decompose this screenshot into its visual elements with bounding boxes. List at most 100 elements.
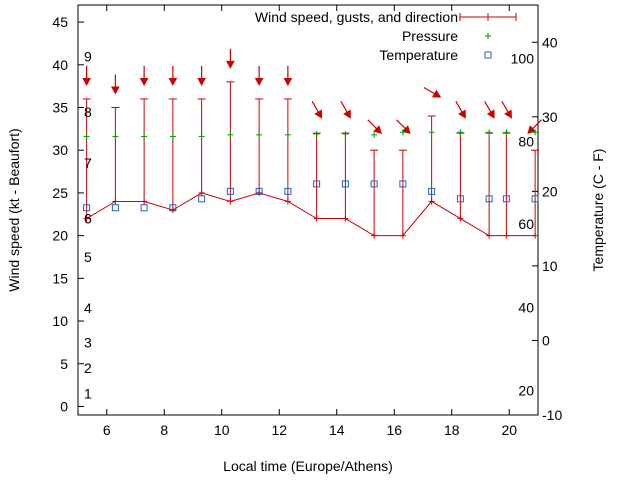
- chart-labels: 6 8 10 12 14 16 18 20051015202530354045-1001020…: [6, 14, 606, 474]
- temperature-point: [428, 187, 436, 195]
- temperature-point: [226, 187, 234, 195]
- wind-direction-arrow: [484, 101, 495, 119]
- wind-direction-arrow: [82, 65, 91, 87]
- y-left-axis-label: Wind speed (kt - Beaufort): [6, 128, 22, 291]
- temperature-point: [83, 204, 91, 212]
- wind-direction-arrow: [111, 74, 120, 95]
- temperature-point: [531, 195, 539, 203]
- arrow-head: [343, 109, 351, 119]
- y-left-tick-label: 5: [60, 356, 68, 372]
- wind-direction-arrow: [139, 65, 149, 87]
- arrow-head: [168, 77, 178, 87]
- y-left-tick-label: 20: [52, 228, 68, 244]
- wind-direction-arrow: [254, 65, 264, 87]
- legend-temperature-swatch: [484, 51, 492, 59]
- beaufort-label: 7: [84, 155, 92, 171]
- arrow-head: [283, 77, 293, 87]
- y-right-tick-label: 20: [542, 183, 558, 199]
- temperature-point: [399, 180, 407, 188]
- arrow-head: [527, 125, 537, 135]
- fahrenheit-label: 40: [518, 300, 534, 316]
- wind-direction-arrow: [226, 48, 235, 69]
- arrow-head: [504, 109, 512, 119]
- y-left-tick-label: 15: [52, 270, 68, 286]
- x-tick-label: 14: [329, 422, 345, 438]
- legend-pressure-label: Pressure: [402, 28, 458, 44]
- y-left-tick-label: 0: [60, 398, 68, 414]
- temperature-point: [370, 180, 378, 188]
- wind-speed-line: [86, 192, 536, 237]
- arrow-head: [373, 125, 382, 135]
- wind-direction-arrow: [423, 87, 442, 98]
- temperature-point: [456, 195, 464, 203]
- temperature-point: [169, 204, 177, 212]
- temperature-point: [198, 195, 206, 203]
- wind-direction-arrow: [311, 101, 323, 119]
- arrow-head: [401, 125, 411, 135]
- arrow-head: [458, 109, 466, 119]
- arrow-head: [432, 89, 442, 98]
- temperature-point: [255, 187, 263, 195]
- legend-wind-label: Wind speed, gusts, and direction: [255, 9, 458, 25]
- arrow-head: [82, 77, 91, 87]
- wind-direction-arrow: [527, 119, 542, 135]
- wind-direction-arrow: [367, 119, 382, 135]
- temperature-point: [502, 195, 510, 203]
- y-left-tick-label: 10: [52, 313, 68, 329]
- x-tick-label: 6: [103, 422, 111, 438]
- wind-direction-arrow: [197, 65, 206, 87]
- fahrenheit-label: 80: [518, 133, 534, 149]
- fahrenheit-label: 60: [518, 216, 534, 232]
- beaufort-label: 4: [84, 300, 92, 316]
- beaufort-label: 9: [84, 48, 92, 64]
- temperature-point: [341, 180, 349, 188]
- arrow-head: [111, 86, 120, 95]
- temperature-point: [284, 187, 292, 195]
- x-axis-label: Local time (Europe/Athens): [223, 458, 393, 474]
- temperature-point: [313, 180, 321, 188]
- chart-legend: Wind speed, gusts, and direction Pressure…: [255, 9, 517, 63]
- x-tick-label: 12: [271, 422, 287, 438]
- y-right-tick-label: 30: [542, 109, 558, 125]
- arrow-head: [139, 77, 149, 87]
- wind-direction-arrow: [396, 119, 411, 135]
- arrow-head: [226, 60, 235, 69]
- temperature-point: [485, 195, 493, 203]
- x-tick-label: 8: [160, 422, 168, 438]
- wind-direction-arrow: [283, 65, 293, 87]
- y-left-tick-label: 25: [52, 185, 68, 201]
- y-left-tick-label: 30: [52, 142, 68, 158]
- wind-direction-arrow: [455, 101, 466, 119]
- y-left-tick-label: 35: [52, 100, 68, 116]
- beaufort-label: 3: [84, 334, 92, 350]
- y-right-tick-label: 40: [542, 34, 558, 50]
- beaufort-label: 8: [84, 104, 92, 120]
- beaufort-label: 5: [84, 249, 92, 265]
- chart-marks: [82, 48, 542, 239]
- wind-direction-arrow: [501, 101, 512, 119]
- fahrenheit-label: 100: [511, 51, 535, 67]
- arrow-head: [314, 109, 323, 119]
- temperature-point: [111, 204, 119, 212]
- x-tick-label: 16: [386, 422, 402, 438]
- beaufort-label: 6: [84, 211, 92, 227]
- x-tick-label: 18: [444, 422, 460, 438]
- plot-border: [77, 4, 539, 416]
- y-right-tick-label: 0: [542, 332, 550, 348]
- fahrenheit-label: 20: [518, 382, 534, 398]
- arrow-head: [197, 77, 206, 87]
- arrow-head: [254, 77, 264, 87]
- wind-direction-arrow: [168, 65, 178, 87]
- y-right-tick-label: -10: [542, 407, 562, 423]
- wind-direction-arrow: [340, 101, 351, 119]
- plot-frame: [77, 4, 539, 416]
- legend-temperature-label: Temperature: [379, 47, 458, 63]
- y-right-axis-label: Temperature (C - F): [590, 149, 606, 272]
- temperature-point: [140, 204, 148, 212]
- x-tick-label: 20: [501, 422, 517, 438]
- beaufort-label: 2: [84, 360, 92, 376]
- y-left-tick-label: 40: [52, 57, 68, 73]
- y-right-tick-label: 10: [542, 258, 558, 274]
- beaufort-label: 1: [84, 386, 92, 402]
